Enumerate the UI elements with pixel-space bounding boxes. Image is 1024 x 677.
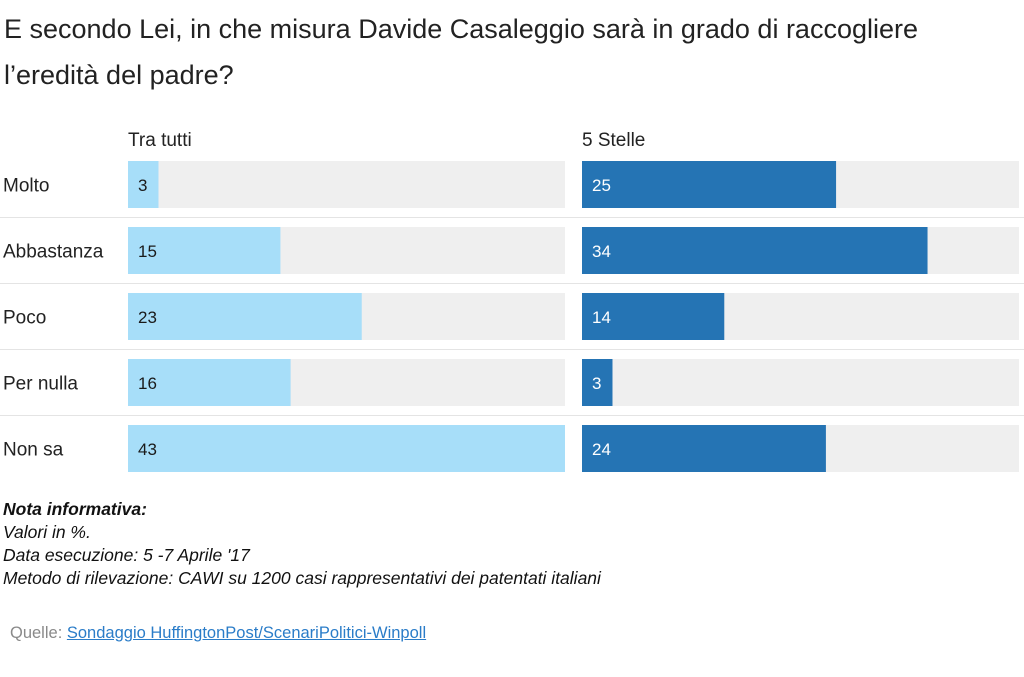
bar [128,359,291,406]
bar [582,293,725,340]
bar [128,425,565,472]
bar [582,359,613,406]
data-label: 15 [138,242,157,261]
source-label: Quelle: [10,624,63,642]
bar [582,161,837,208]
bar-track [582,359,1019,406]
data-label: 34 [592,242,611,261]
bar [582,425,826,472]
bar-track [128,161,565,208]
notes-line: Valori in %. [3,522,91,542]
data-label: 43 [138,440,157,459]
series-header-tra-tutti: Tra tutti [128,130,192,151]
source-link[interactable]: Sondaggio HuffingtonPost/ScenariPolitici… [66,624,427,642]
data-label: 25 [592,176,611,195]
category-label: Poco [3,308,46,329]
bar [582,227,928,274]
source-line: Quelle: Sondaggio HuffingtonPost/Scenari… [10,624,426,643]
category-label: Molto [3,176,49,197]
bar [128,227,281,274]
category-label: Abbastanza [3,242,104,263]
bar [128,293,362,340]
notes-heading: Nota informativa: [3,499,147,519]
category-label: Per nulla [3,374,78,395]
notes-block: Nota informativa: Valori in %. Data esec… [3,498,601,590]
bar [128,161,159,208]
data-label: 3 [138,176,147,195]
data-label: 16 [138,374,157,393]
chart-title: E secondo Lei, in che misura Davide Casa… [4,14,919,90]
data-label: 24 [592,440,611,459]
bar-chart: Molto 3 25 Abbastanza 15 34 Poco 23 14 Per nulla 1… [0,161,1024,472]
notes-line: Metodo di rilevazione: CAWI su 1200 casi… [3,568,601,588]
data-label: 23 [138,308,157,327]
notes-line: Data esecuzione: 5 -7 Aprile '17 [3,545,250,565]
category-label: Non sa [3,440,64,461]
data-label: 3 [592,374,601,393]
series-header-5-stelle: 5 Stelle [582,130,646,151]
data-label: 14 [592,308,611,327]
